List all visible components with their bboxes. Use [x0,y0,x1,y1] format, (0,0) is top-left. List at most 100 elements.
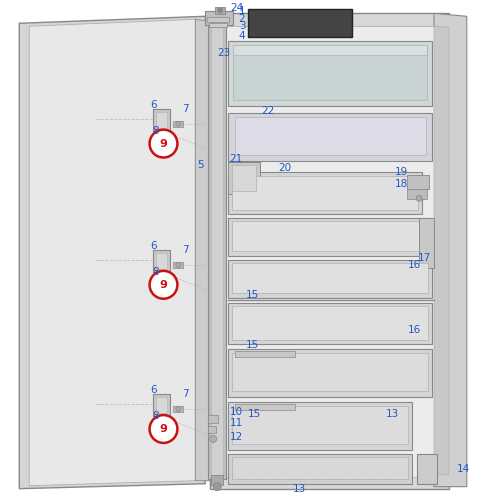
Bar [235,352,295,358]
Text: 4: 4 [238,31,246,41]
Bar [152,394,170,416]
Text: 15: 15 [246,290,258,300]
Bar [152,250,170,272]
Text: 8: 8 [152,411,159,421]
Text: 9: 9 [160,424,168,434]
Text: 21: 21 [230,154,242,164]
Bar [248,10,352,37]
Bar [233,45,427,55]
Bar [152,109,170,130]
Bar [232,306,428,340]
Bar [174,262,184,268]
Bar [233,45,427,100]
Bar [228,41,432,106]
Text: 15: 15 [248,409,260,419]
Text: 15: 15 [246,340,258,350]
Bar [407,190,427,200]
Circle shape [176,262,181,268]
Text: 16: 16 [408,324,420,334]
Polygon shape [434,26,449,474]
Bar [228,350,432,397]
Bar [228,454,412,484]
Bar [208,415,218,423]
Text: 6: 6 [150,241,157,251]
Text: 13: 13 [386,409,399,419]
Text: 20: 20 [278,164,291,173]
Bar [232,354,428,391]
Text: 8: 8 [152,126,159,136]
Bar [228,402,412,450]
Text: 2: 2 [238,14,246,24]
Text: 3: 3 [238,21,246,31]
Bar [228,218,432,256]
Text: 19: 19 [394,168,408,177]
Text: 7: 7 [182,389,188,399]
Bar [160,274,174,281]
Bar [156,253,168,269]
Bar [232,457,408,478]
Polygon shape [196,20,210,480]
Text: 9: 9 [160,138,168,148]
Bar [208,22,226,478]
Bar [232,406,408,444]
Circle shape [150,130,178,158]
Bar [232,263,428,293]
Circle shape [150,415,178,443]
Circle shape [210,436,216,442]
Circle shape [218,8,222,13]
Polygon shape [225,26,434,476]
Text: 9: 9 [160,280,168,290]
Text: 24: 24 [230,4,243,14]
Bar [211,24,223,476]
Text: 22: 22 [262,106,274,116]
Polygon shape [434,14,467,486]
Bar [208,426,216,433]
Text: 7: 7 [182,104,188,114]
Bar [417,454,437,484]
Bar [206,12,233,26]
Polygon shape [20,16,206,488]
Text: 14: 14 [457,464,470,474]
Polygon shape [29,20,196,485]
Bar [407,176,429,190]
Bar [160,132,174,140]
Text: 10: 10 [230,407,242,417]
Text: 16: 16 [408,260,420,270]
Text: 17: 17 [418,253,430,263]
Text: 5: 5 [197,160,203,170]
Circle shape [176,406,181,412]
Text: 7: 7 [182,245,188,255]
Bar [232,176,418,210]
Bar [215,8,225,14]
Bar [209,24,227,27]
Bar [228,260,432,298]
Circle shape [176,121,181,126]
Bar [156,397,168,413]
Bar [419,218,434,268]
Bar [174,406,184,412]
Bar [228,113,432,160]
Text: 8: 8 [152,267,159,277]
Bar [174,120,184,126]
Bar [207,18,229,22]
Text: 11: 11 [230,418,242,428]
Circle shape [150,271,178,298]
Text: 12: 12 [230,432,242,442]
Bar [160,418,174,425]
Polygon shape [210,14,449,488]
Bar [235,116,426,154]
Text: 13: 13 [293,484,306,494]
Bar [232,221,428,251]
Text: 6: 6 [150,385,157,395]
Bar [156,112,168,128]
Text: 1: 1 [238,6,246,16]
Bar [228,172,422,214]
Circle shape [416,196,422,202]
Bar [235,404,295,410]
Bar [228,302,432,344]
Text: 23: 23 [218,48,231,58]
Circle shape [213,482,221,490]
Text: 6: 6 [150,100,157,110]
Text: 18: 18 [394,180,408,190]
Bar [211,474,223,484]
